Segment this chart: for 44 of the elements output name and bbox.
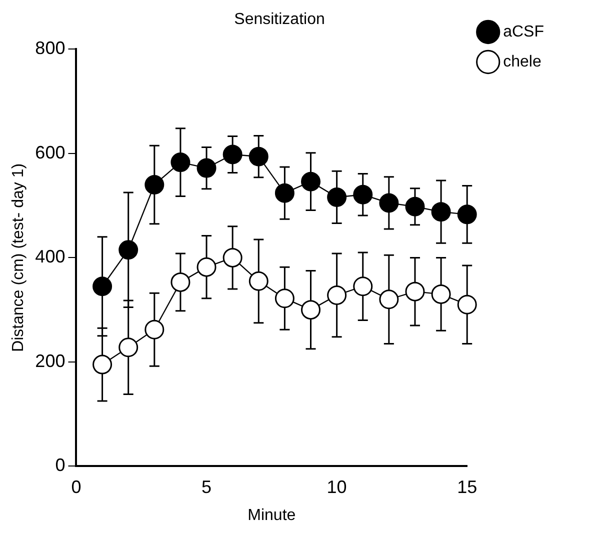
point [248, 146, 268, 166]
point [379, 193, 399, 213]
point [379, 290, 399, 310]
point [327, 187, 347, 207]
x-tick-label: 0 [71, 476, 82, 497]
y-tick-label: 600 [35, 142, 66, 162]
y-tick-label: 400 [35, 246, 66, 267]
point [431, 284, 451, 304]
y-tick-label: 800 [35, 38, 66, 58]
point [353, 184, 373, 204]
point [222, 144, 242, 164]
point [170, 152, 190, 172]
point [274, 288, 294, 308]
point [118, 240, 138, 260]
point [92, 276, 112, 296]
x-tick-label: 15 [457, 476, 478, 497]
y-tick-label: 0 [55, 455, 66, 476]
point [457, 204, 477, 224]
legend-label: chele [503, 53, 542, 70]
legend-label: aCSF [503, 23, 544, 40]
point [405, 196, 425, 216]
point [196, 158, 216, 178]
chart-title: Sensitization [234, 11, 325, 28]
point [144, 320, 164, 340]
y-axis-title: Distance (cm) (test- day 1) [10, 163, 28, 352]
point [170, 272, 190, 292]
x-axis-title: Minute [248, 506, 296, 524]
point [248, 271, 268, 291]
point [327, 285, 347, 305]
point [431, 202, 451, 222]
point [222, 248, 242, 268]
point [457, 294, 477, 314]
point [196, 257, 216, 277]
point [301, 300, 321, 320]
point [274, 183, 294, 203]
point [353, 276, 373, 296]
point [405, 282, 425, 302]
point [118, 338, 138, 358]
y-tick-label: 200 [35, 350, 66, 371]
point [92, 354, 112, 374]
x-tick-label: 5 [202, 476, 212, 497]
x-tick-label: 10 [326, 476, 347, 497]
point [144, 174, 164, 194]
point [301, 172, 321, 192]
